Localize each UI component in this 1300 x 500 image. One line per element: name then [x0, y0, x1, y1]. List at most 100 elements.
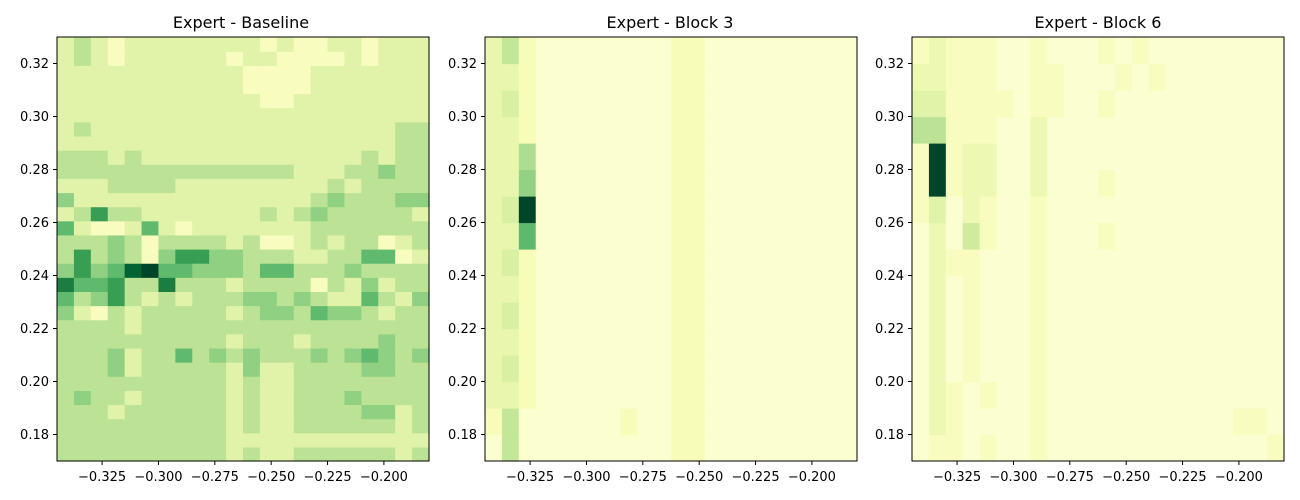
heatmap-cell — [912, 90, 930, 118]
heatmap-cell — [361, 150, 379, 165]
x-tick-label: −0.325 — [506, 470, 554, 485]
heatmap-cell — [243, 93, 261, 109]
heatmap-cell — [755, 355, 774, 383]
heatmap-cell — [243, 79, 261, 95]
heatmap-cell — [192, 220, 210, 236]
heatmap-cell — [276, 234, 295, 250]
heatmap-cell — [637, 196, 655, 224]
heatmap-cell — [485, 328, 503, 356]
heatmap-cell — [226, 418, 244, 434]
heatmap-cell — [1064, 143, 1082, 171]
heatmap-cell — [175, 178, 193, 194]
heatmap-cell — [73, 79, 92, 95]
heatmap-cell — [806, 328, 824, 356]
heatmap-cell — [57, 432, 75, 448]
heatmap-cell — [1013, 355, 1031, 383]
heatmap-cell — [1148, 90, 1167, 118]
heatmap-cell — [327, 178, 346, 194]
heatmap-cell — [1148, 434, 1167, 462]
heatmap-cell — [620, 90, 638, 118]
heatmap-cell — [979, 249, 998, 277]
heatmap-cell — [1233, 381, 1251, 409]
heatmap-cell — [1250, 63, 1268, 91]
heatmap-cell — [141, 305, 160, 321]
heatmap-cell — [57, 390, 75, 406]
heatmap-cell — [226, 446, 244, 462]
heatmap-cell — [192, 432, 210, 448]
heatmap-cell — [928, 302, 947, 330]
heatmap-cell — [912, 275, 930, 303]
heatmap-cell — [1030, 37, 1048, 65]
heatmap-cell — [1047, 196, 1065, 224]
heatmap-cell — [755, 434, 774, 462]
heatmap-cell — [243, 319, 261, 335]
heatmap-cell — [789, 434, 807, 462]
heatmap-cell — [1182, 116, 1201, 144]
heatmap-cell — [1131, 143, 1150, 171]
heatmap-cell — [569, 249, 588, 277]
heatmap-cell — [704, 249, 723, 277]
heatmap-cell — [243, 234, 261, 250]
heatmap-cell — [141, 220, 160, 236]
heatmap-cell — [276, 305, 295, 321]
heatmap-cell — [378, 432, 396, 448]
heatmap-cell — [1030, 169, 1048, 197]
y-tick-label: 0.22 — [875, 322, 904, 337]
heatmap-cell — [124, 79, 143, 95]
heatmap-cell — [327, 333, 346, 349]
heatmap-cell — [175, 333, 193, 349]
heatmap-cell — [1199, 355, 1217, 383]
heatmap-cell — [276, 206, 295, 222]
heatmap-cell — [1081, 381, 1099, 409]
heatmap-cell — [310, 305, 329, 321]
heatmap-cell — [1114, 302, 1133, 330]
heatmap-cell — [90, 446, 109, 462]
heatmap-cell — [395, 220, 413, 236]
heatmap-cell — [124, 51, 143, 66]
heatmap-cell — [209, 277, 227, 292]
heatmap-cell — [840, 434, 858, 462]
heatmap-cell — [485, 169, 503, 197]
heatmap-cell — [124, 93, 143, 109]
heatmap-cell — [569, 302, 588, 330]
heatmap-cell — [485, 302, 503, 330]
heatmap-cell — [1131, 169, 1150, 197]
heatmap-cell — [378, 333, 396, 349]
heatmap-cell — [293, 234, 312, 250]
heatmap-cell — [535, 408, 554, 436]
heatmap-cell — [586, 275, 604, 303]
heatmap-cell — [552, 63, 571, 91]
heatmap-cell — [73, 319, 92, 335]
heatmap-cell — [552, 302, 571, 330]
heatmap-cell — [823, 90, 841, 118]
heatmap-cell — [57, 37, 75, 52]
heatmap-cell — [1182, 90, 1201, 118]
heatmap-cell — [912, 434, 930, 462]
heatmap-cell — [395, 347, 413, 363]
heatmap-cell — [57, 347, 75, 363]
heatmap-cell — [518, 434, 537, 462]
heatmap-cell — [485, 381, 503, 409]
heatmap-cell — [1216, 434, 1234, 462]
heatmap-cell — [1131, 90, 1150, 118]
heatmap-cell — [73, 333, 92, 349]
heatmap-cell — [1098, 434, 1116, 462]
heatmap-cell — [378, 404, 396, 420]
heatmap-cell — [90, 305, 109, 321]
heatmap-cell — [90, 107, 109, 123]
heatmap-cell — [344, 79, 362, 95]
heatmap-cell — [90, 135, 109, 151]
heatmap-cell — [637, 222, 655, 250]
heatmap-cell — [1114, 408, 1133, 436]
heatmap-cell — [1114, 90, 1133, 118]
heatmap-cell — [1199, 196, 1217, 224]
x-tick-label: −0.300 — [134, 470, 182, 485]
heatmap-cell — [1081, 434, 1099, 462]
heatmap-cell — [979, 275, 998, 303]
heatmap-cell — [412, 305, 430, 321]
heatmap-cell — [327, 277, 346, 292]
heatmap-cell — [704, 275, 723, 303]
heatmap-cell — [412, 249, 430, 264]
heatmap-cell — [141, 319, 160, 335]
heatmap-cell — [1233, 37, 1251, 65]
